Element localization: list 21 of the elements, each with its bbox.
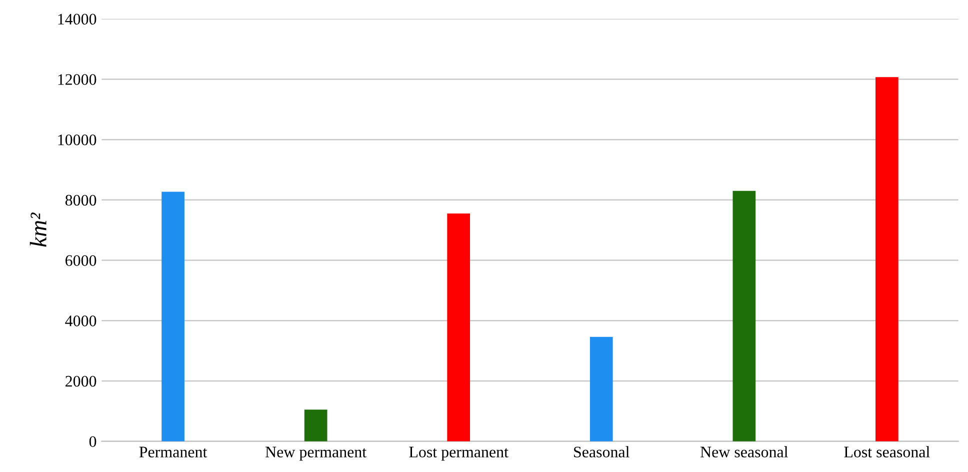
y-tick-label: 0 bbox=[89, 436, 96, 448]
x-tick-label: Permanent bbox=[139, 446, 208, 458]
bar bbox=[732, 190, 756, 442]
x-tick-label: New permanent bbox=[265, 446, 366, 461]
y-tick-label: 6000 bbox=[66, 255, 96, 266]
y-tick-label: 10000 bbox=[58, 134, 96, 146]
y-tick-label: 14000 bbox=[58, 14, 96, 25]
y-axis-title: km² bbox=[30, 212, 46, 247]
y-tick-label: 8000 bbox=[65, 194, 96, 206]
bar bbox=[162, 192, 184, 442]
y-tick-label: 12000 bbox=[58, 74, 96, 85]
bar bbox=[590, 336, 613, 442]
y-tick-label: 2000 bbox=[66, 376, 96, 387]
bar bbox=[876, 77, 898, 442]
bar bbox=[447, 214, 470, 442]
y-tick-label: 4000 bbox=[65, 316, 96, 326]
bar bbox=[304, 410, 328, 442]
x-tick-label: Seasonal bbox=[574, 446, 630, 458]
x-tick-label: Lost seasonal bbox=[844, 446, 930, 458]
x-tick-label: New seasonal bbox=[700, 446, 788, 458]
x-tick-label: Lost permanent bbox=[409, 446, 508, 461]
